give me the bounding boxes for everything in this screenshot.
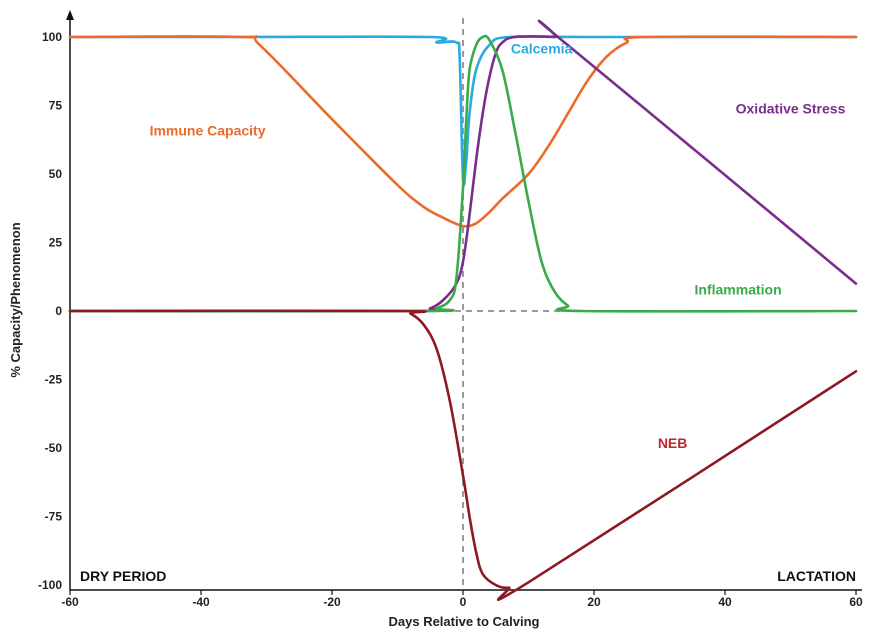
series-label-inflammation: Inflammation	[695, 282, 782, 298]
series-line-inflammation	[68, 34, 858, 313]
y-tick-label: -75	[45, 510, 63, 524]
series-line-immune-capacity	[68, 35, 858, 228]
x-tick-label: 0	[460, 595, 467, 609]
region-label-lactation: LACTATION	[777, 568, 856, 584]
y-tick-label: -100	[38, 578, 62, 592]
series-line-oxidative-stress	[68, 19, 858, 313]
y-axis-title: % Capacity/Phenomenon	[8, 222, 23, 377]
series-lines	[68, 19, 858, 601]
y-tick-label: -25	[45, 373, 63, 387]
region-label-dry-period: DRY PERIOD	[80, 568, 166, 584]
y-tick-label: 25	[49, 236, 63, 250]
y-tick-label: 100	[42, 30, 62, 44]
y-tick-label: 0	[55, 304, 62, 318]
y-tick-labels: 100 75 50 25 0 -25 -50 -75 -100	[38, 30, 62, 592]
y-axis-arrow-icon	[66, 10, 74, 20]
x-tick-label: -20	[323, 595, 341, 609]
y-tick-label: -50	[45, 441, 63, 455]
y-tick-label: 50	[49, 167, 63, 181]
axes	[66, 10, 862, 591]
x-tick-label: 60	[849, 595, 863, 609]
x-axis-title: Days Relative to Calving	[389, 614, 540, 629]
series-line-neb	[68, 309, 858, 601]
x-tick-label: 40	[718, 595, 732, 609]
series-labels: Calcemia Immune Capacity Oxidative Stress I…	[150, 40, 846, 451]
series-label-oxidative-stress: Oxidative Stress	[736, 101, 846, 117]
series-label-neb: NEB	[658, 435, 688, 451]
x-tick-labels: -60 -40 -20 0 20 40 60	[61, 590, 863, 609]
series-label-immune-capacity: Immune Capacity	[150, 123, 266, 139]
x-tick-label: -60	[61, 595, 79, 609]
series-label-calcemia: Calcemia	[511, 40, 573, 56]
x-tick-label: 20	[587, 595, 601, 609]
y-tick-label: 75	[49, 99, 63, 113]
x-tick-label: -40	[192, 595, 210, 609]
